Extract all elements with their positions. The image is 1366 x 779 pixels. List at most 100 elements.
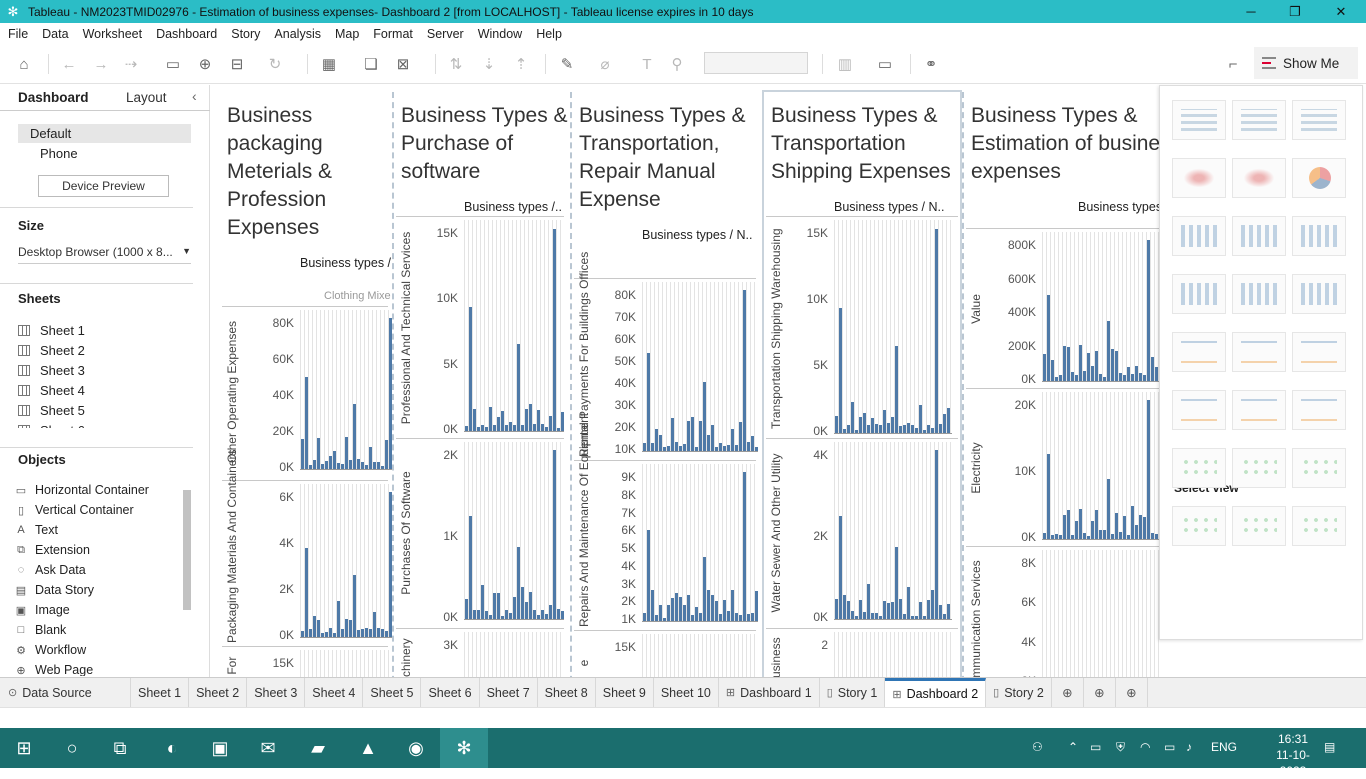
row-axis-label[interactable]: mmunication Services xyxy=(969,560,983,677)
bar-mark[interactable] xyxy=(867,425,870,433)
bar-mark[interactable] xyxy=(549,604,552,619)
bar-mark[interactable] xyxy=(1047,294,1050,381)
bar-mark[interactable] xyxy=(1147,399,1150,539)
bar-mark[interactable] xyxy=(389,318,392,469)
bar-mark[interactable] xyxy=(1079,508,1082,539)
duplicate-icon[interactable]: ❏ xyxy=(364,56,378,73)
bar-mark[interactable] xyxy=(847,424,850,433)
bar-mark[interactable] xyxy=(469,307,472,431)
bar-mark[interactable] xyxy=(947,407,950,433)
bar-mark[interactable] xyxy=(707,434,710,451)
bar-mark[interactable] xyxy=(847,600,850,619)
bar-mark[interactable] xyxy=(667,605,670,621)
bar-mark[interactable] xyxy=(707,589,710,621)
bar-mark[interactable] xyxy=(863,611,866,619)
clock[interactable]: 16:31 11-10-2023 xyxy=(1266,731,1320,779)
bar-mark[interactable] xyxy=(1043,354,1046,381)
bar-mark[interactable] xyxy=(545,613,548,619)
bar-mark[interactable] xyxy=(549,416,552,431)
bar-mark[interactable] xyxy=(643,613,646,621)
bar-mark[interactable] xyxy=(465,426,468,431)
tab-dashboard[interactable]: Dashboard xyxy=(18,90,89,105)
packed-bubbles-chart-icon[interactable] xyxy=(1292,506,1346,546)
bar-mark[interactable] xyxy=(561,610,564,619)
histogram-chart-icon[interactable] xyxy=(1232,448,1286,488)
bar-mark[interactable] xyxy=(1147,239,1150,381)
tab-active-sheet[interactable]: ⊞ Dashboard 2 xyxy=(885,677,987,708)
bullet-chart-icon[interactable] xyxy=(1232,506,1286,546)
pause-updates-icon[interactable]: ⊟ xyxy=(230,56,244,73)
bar-chart-plot[interactable] xyxy=(834,442,952,620)
bar-mark[interactable] xyxy=(1155,534,1158,539)
bar-mark[interactable] xyxy=(835,598,838,619)
stacked-bar-chart-icon[interactable] xyxy=(1232,216,1286,256)
edge-icon[interactable]: ◐ xyxy=(166,737,178,758)
bar-mark[interactable] xyxy=(541,610,544,619)
bar-mark[interactable] xyxy=(381,465,384,469)
device-default[interactable]: Default xyxy=(18,124,191,143)
language-indicator[interactable]: ENG xyxy=(1211,740,1238,754)
bar-mark[interactable] xyxy=(711,594,714,621)
row-axis-label[interactable]: e xyxy=(577,659,591,667)
bar-mark[interactable] xyxy=(353,574,356,637)
bar-mark[interactable] xyxy=(855,615,858,619)
bar-mark[interactable] xyxy=(919,404,922,433)
line-discrete-chart-icon[interactable] xyxy=(1232,332,1286,372)
bar-mark[interactable] xyxy=(907,423,910,433)
menu-help[interactable]: Help xyxy=(536,26,562,41)
bar-mark[interactable] xyxy=(887,423,890,433)
bar-mark[interactable] xyxy=(1139,515,1142,539)
bar-mark[interactable] xyxy=(875,612,878,619)
bar-chart-plot[interactable] xyxy=(300,650,392,677)
bar-mark[interactable] xyxy=(1119,531,1122,539)
bar-mark[interactable] xyxy=(659,604,662,621)
bar-mark[interactable] xyxy=(1095,350,1098,381)
bar-mark[interactable] xyxy=(667,445,670,451)
vlc-icon[interactable]: ▲ xyxy=(359,737,377,758)
pin-icon[interactable]: ⚲ xyxy=(671,56,683,73)
bar-mark[interactable] xyxy=(895,546,898,619)
treemap-chart-icon[interactable] xyxy=(1172,274,1226,314)
bar-mark[interactable] xyxy=(663,447,666,451)
menu-map[interactable]: Map xyxy=(334,26,360,41)
new-worksheet-tab-icon[interactable]: ⊕ xyxy=(1052,677,1084,708)
menu-server[interactable]: Server xyxy=(426,26,464,41)
bar-mark[interactable] xyxy=(655,614,658,621)
sheet-tab[interactable]: Sheet 5 xyxy=(363,677,422,708)
bar-mark[interactable] xyxy=(843,429,846,433)
battery-icon[interactable]: ▭ xyxy=(1164,740,1176,754)
bar-mark[interactable] xyxy=(919,601,922,619)
object-item[interactable]: ⚙ Workflow xyxy=(15,640,183,660)
bar-mark[interactable] xyxy=(1111,533,1114,539)
tableau-taskbar-icon[interactable]: ✻ xyxy=(440,728,488,768)
sheet-tab[interactable]: Sheet 6 xyxy=(421,677,480,708)
bar-mark[interactable] xyxy=(859,599,862,619)
bar-mark[interactable] xyxy=(683,443,686,451)
bar-chart-plot[interactable] xyxy=(464,442,564,620)
bar-mark[interactable] xyxy=(675,442,678,451)
device-phone[interactable]: Phone xyxy=(40,146,78,161)
heat-map-chart-icon[interactable] xyxy=(1232,100,1286,140)
bar-mark[interactable] xyxy=(935,229,938,433)
bar-mark[interactable] xyxy=(1083,371,1086,381)
bar-mark[interactable] xyxy=(1127,534,1130,539)
bar-mark[interactable] xyxy=(509,613,512,619)
bar-mark[interactable] xyxy=(1143,516,1146,539)
object-item[interactable]: ▯ Vertical Container xyxy=(15,500,183,520)
column-header[interactable]: Business types / N.. xyxy=(834,200,945,214)
bar-mark[interactable] xyxy=(931,589,934,619)
dashboard-sheet-panel[interactable]: Business Types & Purchase of software Busin… xyxy=(396,92,568,677)
bar-mark[interactable] xyxy=(1059,374,1062,381)
swap-icon[interactable]: ⇅ xyxy=(449,56,463,73)
home-icon[interactable]: ⌂ xyxy=(19,55,29,73)
sheet-tab[interactable]: ⊞ Dashboard 1 xyxy=(719,677,820,708)
bar-mark[interactable] xyxy=(1063,345,1066,381)
monitor-icon[interactable]: ▭ xyxy=(1090,740,1102,754)
bar-mark[interactable] xyxy=(557,427,560,431)
row-axis-label[interactable]: t For xyxy=(225,656,239,677)
bar-chart-plot[interactable] xyxy=(834,220,952,434)
sheet-item[interactable]: Sheet 1 xyxy=(18,320,193,340)
dashboard-sheet-panel[interactable]: Business Types & Transportation Shipping E… xyxy=(766,92,962,677)
bar-mark[interactable] xyxy=(671,417,674,451)
bar-mark[interactable] xyxy=(489,615,492,619)
